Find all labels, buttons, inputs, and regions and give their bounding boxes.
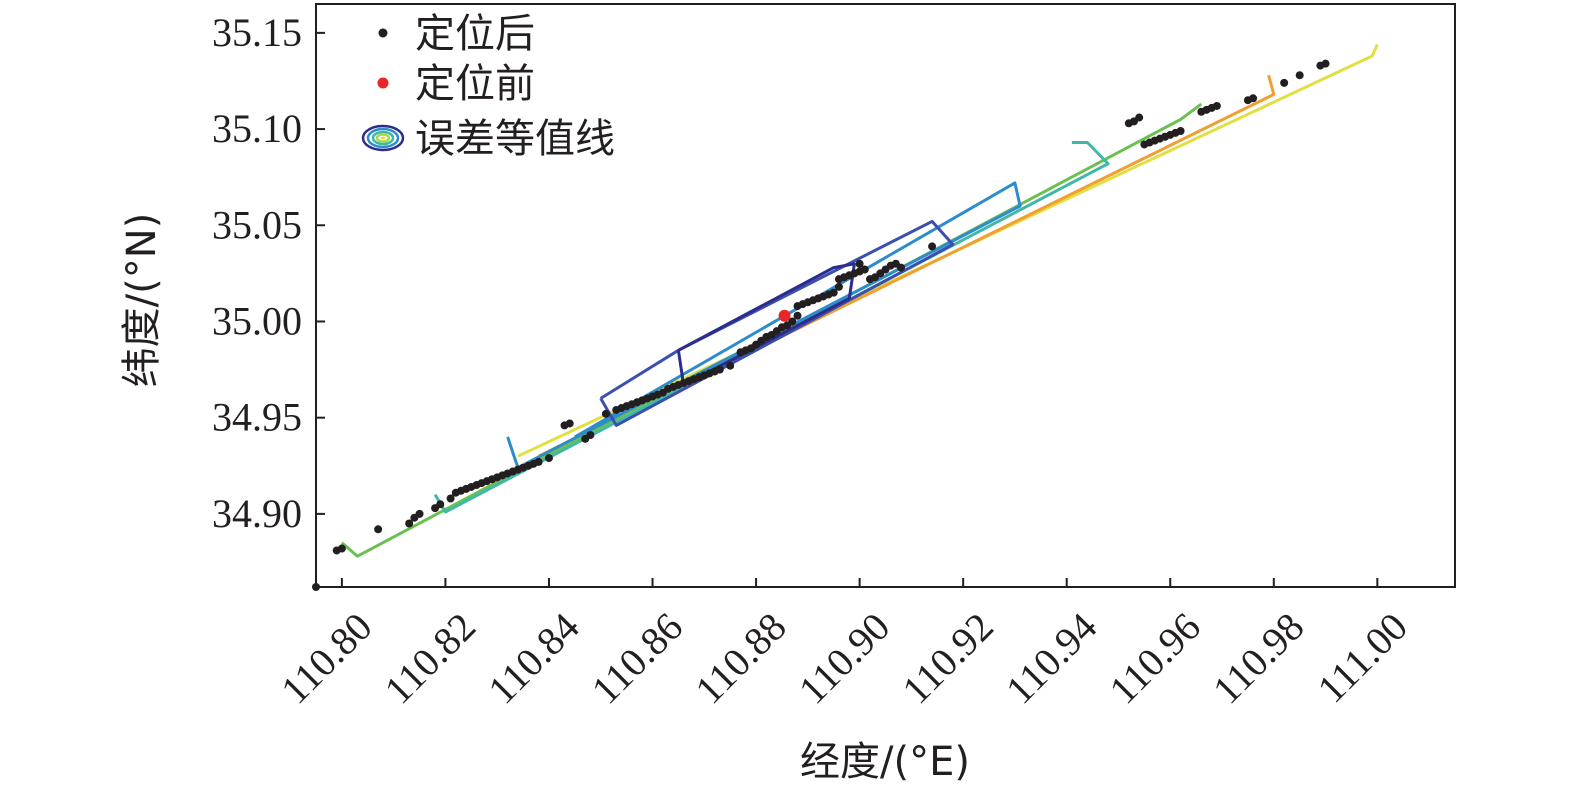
plot-frame: [315, 3, 1456, 588]
point-after: [415, 509, 424, 518]
y-tick-label: 34.90: [212, 491, 302, 536]
point-after: [860, 265, 869, 274]
legend-contour-icon: [361, 124, 405, 152]
legend-marker-before: [377, 77, 389, 89]
x-tick-label: 110.96: [1100, 604, 1209, 713]
point-after: [534, 457, 543, 466]
x-tick-label: 110.82: [376, 604, 485, 713]
point-after: [436, 500, 445, 509]
point-after: [897, 263, 906, 272]
point-after: [829, 288, 838, 297]
contour-line: [599, 219, 955, 427]
point-after: [793, 311, 802, 320]
y-tick-label: 35.10: [212, 106, 302, 151]
point-after: [855, 259, 864, 268]
point-after: [1212, 101, 1221, 110]
point-after: [405, 519, 414, 528]
point-after: [715, 365, 724, 374]
x-tick-label: 110.80: [272, 604, 381, 713]
point-after: [788, 317, 797, 326]
point-after: [1249, 94, 1258, 103]
y-tick-label: 34.95: [212, 395, 302, 440]
x-tick-label: 110.86: [583, 604, 692, 713]
point-after: [544, 454, 553, 463]
x-tick-label: 110.92: [893, 604, 1002, 713]
point-after: [586, 430, 595, 439]
point-after: [1321, 59, 1330, 68]
point-after: [1176, 126, 1185, 135]
y-tick-label: 35.15: [212, 10, 302, 55]
legend-label-before: 定位前: [415, 61, 535, 107]
point-after: [834, 282, 843, 291]
x-axis-title: 经度/(°E): [800, 739, 970, 785]
point-after: [726, 361, 735, 370]
x-tick-label: 111.00: [1309, 604, 1417, 712]
point-after: [312, 583, 320, 591]
contour-line: [676, 262, 856, 387]
point-after: [1280, 78, 1289, 87]
data-points: [312, 59, 1330, 591]
point-after: [601, 409, 610, 418]
y-axis-title: 纬度/(°N): [119, 213, 165, 388]
point-before: [778, 309, 791, 322]
point-after: [1135, 113, 1144, 122]
point-after: [374, 525, 383, 534]
legend-label-contour: 误差等值线: [415, 116, 615, 162]
x-tick-label: 110.90: [790, 604, 899, 713]
legend-label-after: 定位后: [415, 11, 535, 57]
y-tick-label: 35.05: [212, 202, 302, 247]
x-tick-label: 110.98: [1204, 604, 1313, 713]
x-axis: 110.80110.82110.84110.86110.88110.90110.…: [272, 578, 1416, 712]
x-tick-label: 110.88: [686, 604, 795, 713]
x-tick-label: 110.94: [997, 604, 1106, 713]
legend: 定位后 定位前 误差等值线: [361, 11, 615, 162]
point-after: [1295, 71, 1304, 80]
plot-border: [315, 3, 1456, 588]
point-after: [337, 544, 346, 553]
x-tick-label: 110.84: [479, 604, 588, 713]
point-after: [446, 494, 455, 503]
y-axis: 34.90 34.95 35.00 35.05 35.10 35.15: [212, 10, 325, 536]
point-after: [928, 242, 937, 251]
point-after: [565, 419, 574, 428]
legend-marker-after: [378, 28, 388, 38]
y-tick-label: 35.00: [212, 298, 302, 343]
